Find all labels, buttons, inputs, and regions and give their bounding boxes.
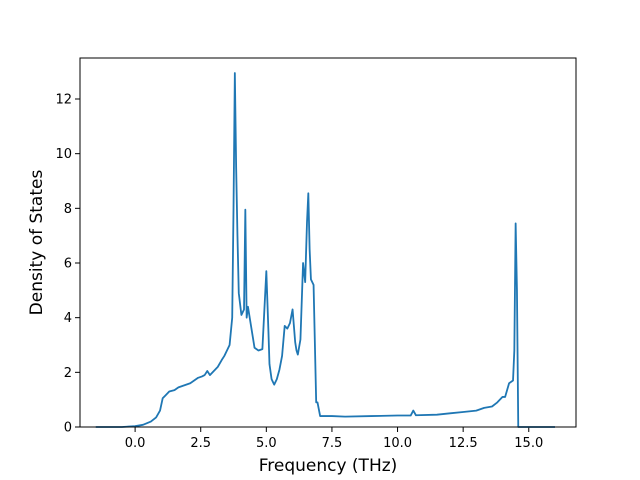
x-axis-label: Frequency (THz) [259, 456, 398, 476]
x-tick-label: 5.0 [256, 436, 277, 451]
y-tick-label: 8 [64, 202, 72, 217]
x-tick-label: 12.5 [449, 436, 478, 451]
x-tick-label: 7.5 [322, 436, 343, 451]
y-tick-label: 12 [55, 93, 72, 108]
x-tick-label: 0.0 [125, 436, 146, 451]
y-tick-label: 2 [64, 366, 72, 381]
y-tick-label: 4 [64, 311, 72, 326]
y-tick-label: 6 [64, 257, 72, 272]
y-tick-label: 0 [64, 421, 72, 436]
y-tick-label: 10 [55, 147, 72, 162]
x-tick-label: 10.0 [383, 436, 412, 451]
y-axis-label: Density of States [27, 170, 47, 316]
plot-frame [79, 57, 577, 428]
x-tick-label: 2.5 [190, 436, 211, 451]
dos-series-line [95, 72, 556, 428]
x-tick-label: 15.0 [514, 436, 543, 451]
